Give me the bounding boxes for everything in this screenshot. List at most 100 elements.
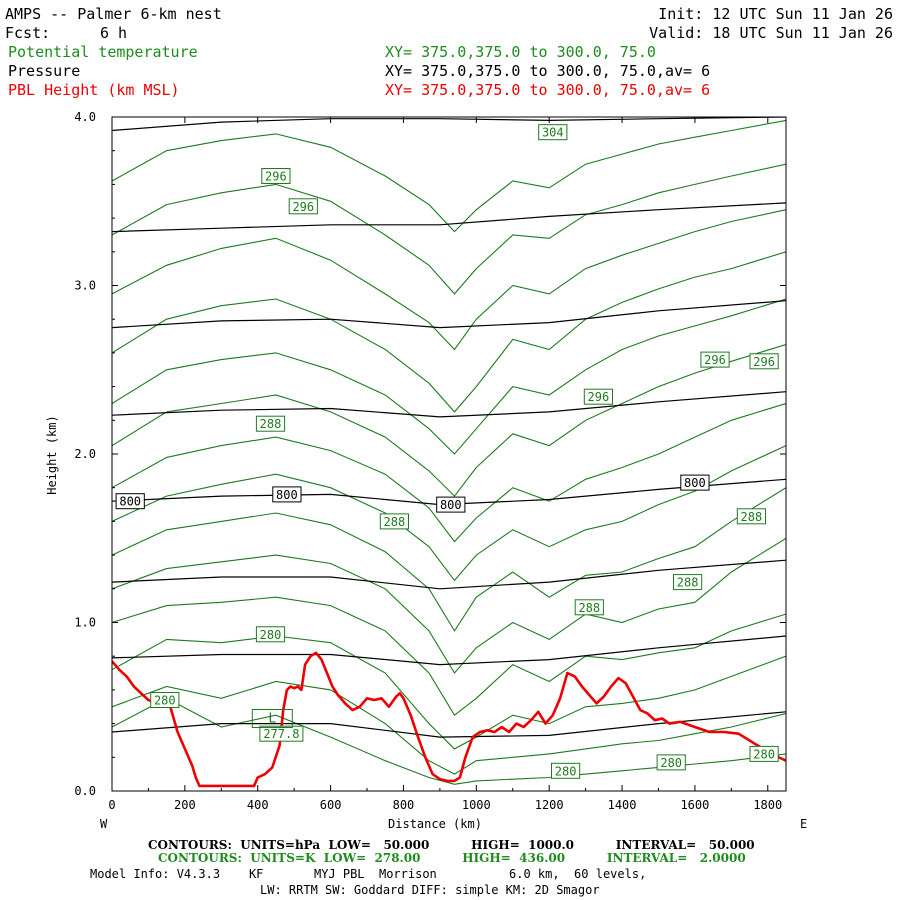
- x-tick-label: 800: [393, 798, 415, 812]
- theta-contour-7: [112, 402, 786, 543]
- theta-label-2: 304: [538, 124, 568, 141]
- x-tick-label: 600: [320, 798, 342, 812]
- pressure-label-1: 800: [272, 486, 302, 503]
- header-title: AMPS -- Palmer 6-km nest: [5, 5, 222, 23]
- pressure-label-2: 800: [436, 496, 466, 513]
- x-tick-label: 400: [247, 798, 269, 812]
- x-tick-label: 1200: [535, 798, 564, 812]
- x-tick-label: 1000: [462, 798, 491, 812]
- theta-label-11: 280: [255, 626, 286, 643]
- svg-text:800: 800: [119, 495, 141, 509]
- svg-text:280: 280: [555, 764, 577, 778]
- pressure-contours: [112, 117, 786, 738]
- legend-pressure-xy: XY= 375.0,375.0 to 300.0, 75.0,av= 6: [385, 62, 710, 80]
- svg-text:296: 296: [292, 200, 314, 214]
- pressure-contour-7: [112, 711, 786, 738]
- svg-text:288: 288: [260, 417, 282, 431]
- svg-text:288: 288: [677, 576, 699, 590]
- svg-text:304: 304: [542, 126, 564, 140]
- theta-label-12: 280: [150, 692, 180, 708]
- low-marker: L: [268, 712, 276, 727]
- x-tick-label: 0: [108, 798, 115, 812]
- header-fcst-value: 6 h: [100, 24, 127, 42]
- theta-label-0: 296: [261, 168, 291, 184]
- theta-label-9: 288: [673, 574, 703, 591]
- pressure-contour-5: [112, 559, 786, 590]
- x-tick-label: 1400: [608, 798, 637, 812]
- theta-label-1: 296: [288, 198, 318, 215]
- svg-text:288: 288: [741, 510, 763, 524]
- theta-label-4: 296: [749, 353, 779, 370]
- x-tick-label: 1600: [680, 798, 709, 812]
- y-tick-label: 2.0: [74, 447, 96, 461]
- contour-labels: 296 296 304 296 296 296 288 288 288 288 288 280 280 2…: [115, 124, 779, 779]
- svg-text:296: 296: [753, 355, 775, 369]
- legend-pbl-name: PBL Height (km MSL): [8, 81, 180, 99]
- pbl-series: [112, 651, 786, 788]
- east-label: E: [800, 817, 807, 831]
- theta-contour-10: [112, 251, 786, 413]
- pressure-contour-1: [112, 202, 786, 233]
- pressure-contour-2: [112, 300, 786, 329]
- low-marker-box: [251, 709, 293, 728]
- theta-contour-2: [112, 635, 786, 750]
- theta-label-3: 296: [700, 351, 730, 368]
- theta-contour-6: [112, 445, 786, 582]
- svg-text:280: 280: [154, 694, 176, 708]
- footer-model-info: Model Info: V4.3.3 KF MYJ PBL Morrison 6…: [90, 867, 646, 881]
- x-tick-label: 200: [174, 798, 196, 812]
- theta-contour-13: [112, 119, 786, 233]
- y-tick-label: 1.0: [74, 616, 96, 630]
- svg-text:296: 296: [265, 170, 287, 184]
- theta-label-7: 288: [379, 513, 409, 530]
- west-label: W: [100, 817, 108, 831]
- svg-text:280: 280: [753, 747, 775, 761]
- legend-theta-xy: XY= 375.0,375.0 to 300.0, 75.0: [385, 43, 656, 61]
- theta-contour-4: [112, 537, 786, 674]
- svg-text:280: 280: [260, 628, 282, 642]
- y-axis-label: Height (km): [45, 415, 59, 494]
- svg-text:800: 800: [684, 476, 706, 490]
- plot-frame: [111, 116, 787, 792]
- header-init: Init: 12 UTC Sun 11 Jan 26: [658, 5, 893, 23]
- pressure-contour-3: [112, 391, 786, 418]
- header-valid: Valid: 18 UTC Sun 11 Jan 26: [649, 24, 893, 42]
- theta-contour-11: [112, 209, 786, 351]
- x-axis-label: Distance (km): [388, 817, 482, 831]
- footer-pressure-contours: CONTOURS: UNITS=hPa LOW= 50.000 HIGH= 10…: [148, 838, 755, 852]
- pressure-contour-6: [112, 635, 786, 666]
- svg-text:288: 288: [384, 515, 406, 529]
- legend-theta-name: Potential temperature: [8, 43, 198, 61]
- theta-label-16: 280: [749, 745, 779, 762]
- svg-text:280: 280: [660, 756, 682, 770]
- footer-physics: LW: RRTM SW: Goddard DIFF: simple KM: 2D…: [260, 883, 600, 897]
- svg-text:800: 800: [440, 498, 462, 512]
- theta-label-5: 296: [583, 388, 613, 405]
- theta-contour-5: [112, 487, 786, 632]
- svg-text:296: 296: [704, 353, 726, 367]
- theta-contour-3: [112, 596, 786, 717]
- theta-label-6: 288: [255, 415, 286, 432]
- y-tick-label: 4.0: [74, 110, 96, 124]
- pressure-label-3: 800: [680, 474, 710, 491]
- theta-contour-1: [112, 680, 786, 775]
- theta-contour-9: [112, 298, 786, 455]
- pressure-label-0: 800: [115, 493, 145, 510]
- x-tick-label: 1800: [753, 798, 782, 812]
- theta-contour-12: [112, 163, 786, 295]
- y-tick-label: 0.0: [74, 784, 96, 798]
- header-fcst-label: Fcst:: [5, 24, 50, 42]
- pressure-contour-0: [112, 117, 786, 132]
- pbl-height-line: [112, 651, 786, 788]
- theta-label-13: 277.8: [259, 725, 304, 742]
- footer-theta-contours: CONTOURS: UNITS=K LOW= 278.00 HIGH= 436.…: [158, 851, 746, 865]
- legend-pbl-xy: XY= 375.0,375.0 to 300.0, 75.0,av= 6: [385, 81, 710, 99]
- theta-label-10: 288: [574, 599, 604, 616]
- y-tick-label: 3.0: [74, 279, 96, 293]
- theta-label-14: 280: [551, 762, 581, 779]
- svg-text:296: 296: [588, 390, 610, 404]
- theta-contours: [112, 119, 786, 785]
- svg-text:277.8: 277.8: [263, 727, 299, 741]
- axes: 0 200 400 600 800 1000 1200 1400 1600 1800 0.0 1.0 2…: [74, 110, 786, 812]
